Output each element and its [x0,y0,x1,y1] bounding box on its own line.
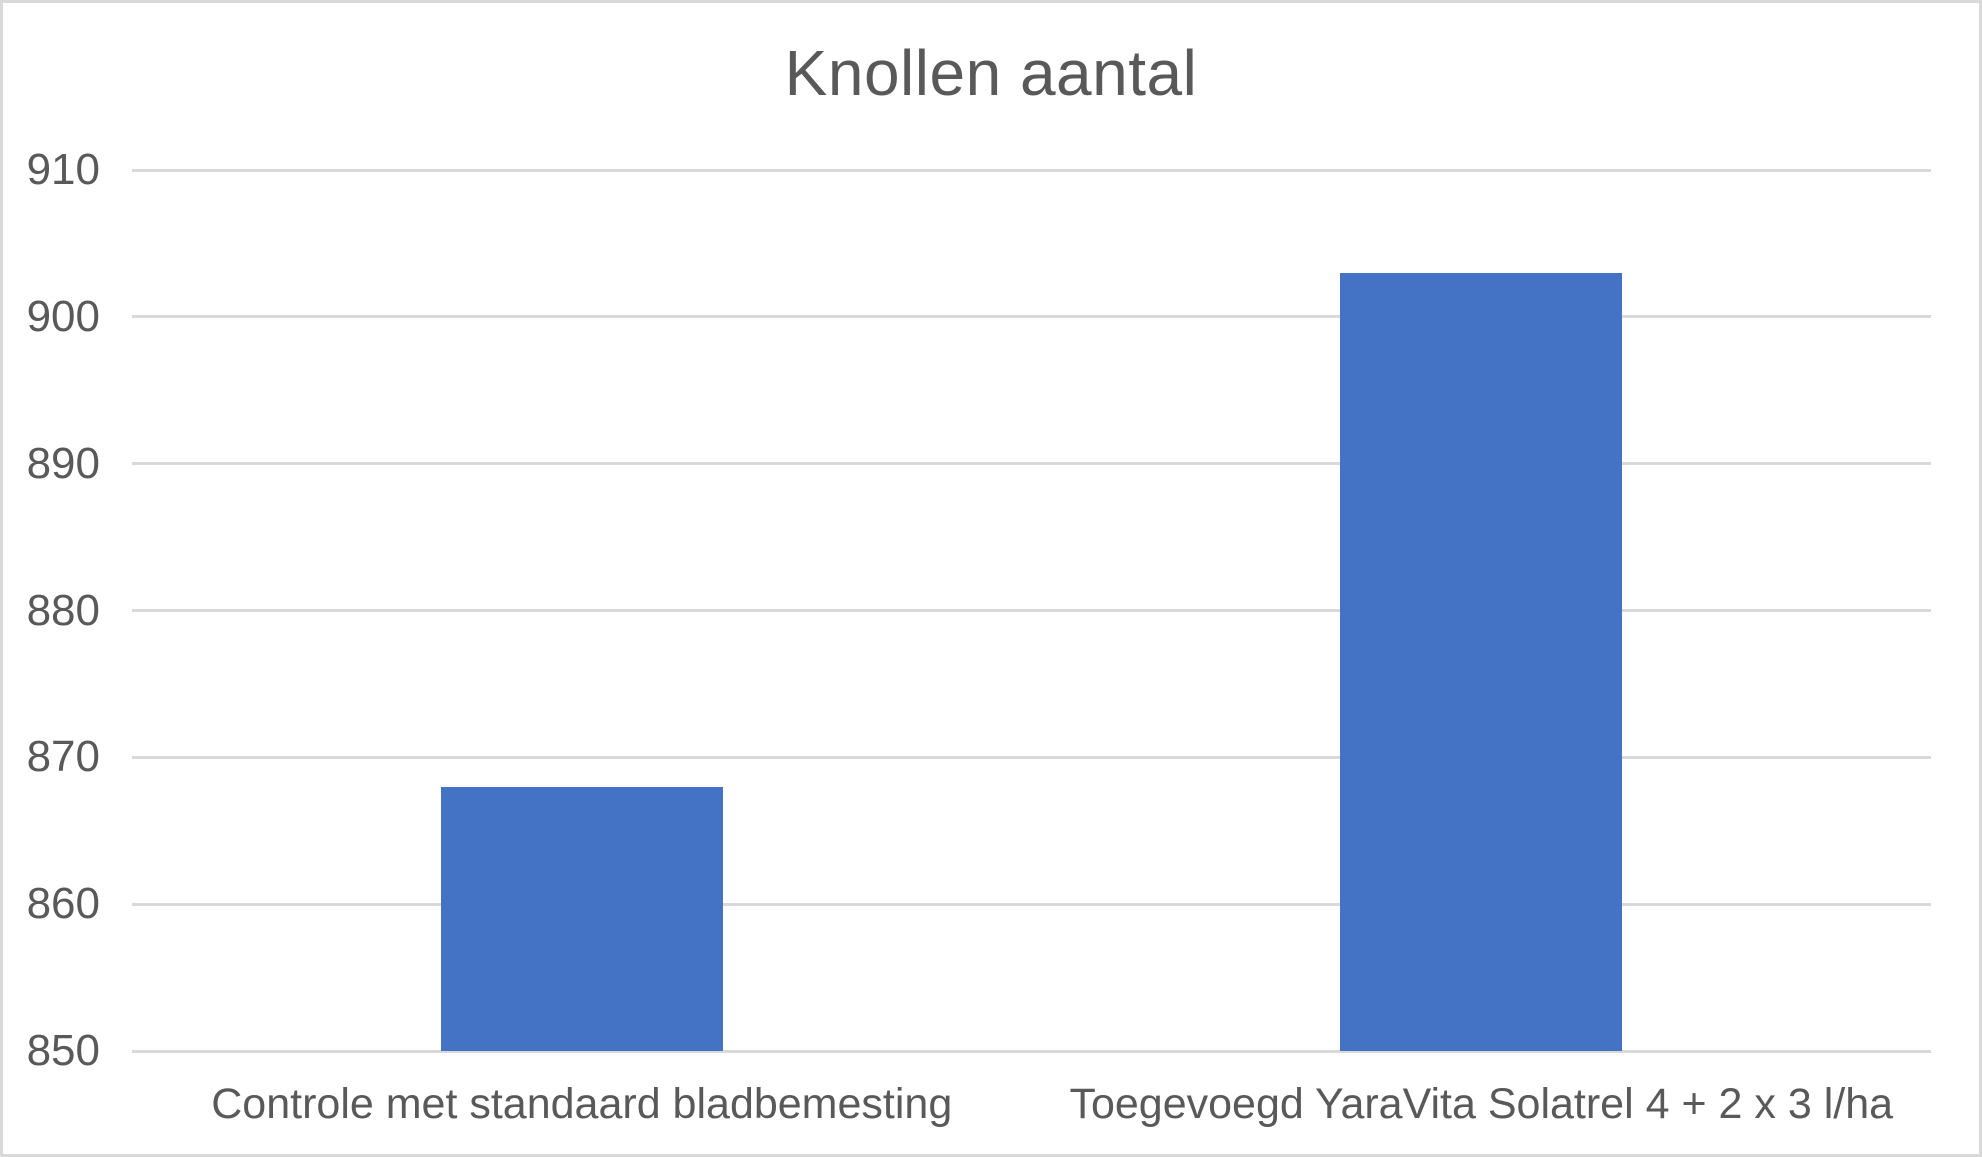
x-category-label: Controle met standaard bladbemesting [211,1080,953,1128]
chart-title: Knollen aantal [784,37,1198,109]
y-tick-label: 890 [26,438,100,488]
y-tick-label: 910 [26,145,100,194]
y-axis: 850 860 870 880 890 900 910 [3,148,100,1073]
gridline [132,1049,1931,1053]
y-tick-label: 900 [26,291,100,341]
y-tick-label: 860 [26,879,100,929]
gridline [132,168,1931,172]
x-axis: Controle met standaard bladbemesting Toeg… [132,1083,1931,1143]
bar [1340,272,1623,1051]
plot-area [132,168,1931,1053]
y-tick-label: 870 [26,732,100,782]
gridline [132,462,1931,466]
gridline [132,315,1931,319]
bar [440,786,723,1051]
gridline [132,902,1931,906]
y-tick-label: 850 [26,1026,100,1075]
y-tick-label: 880 [26,585,100,635]
gridline [132,609,1931,612]
gridline [132,755,1931,759]
x-category-label: Toegevoegd YaraVita Solatrel 4 + 2 x 3 l… [1069,1080,1894,1128]
